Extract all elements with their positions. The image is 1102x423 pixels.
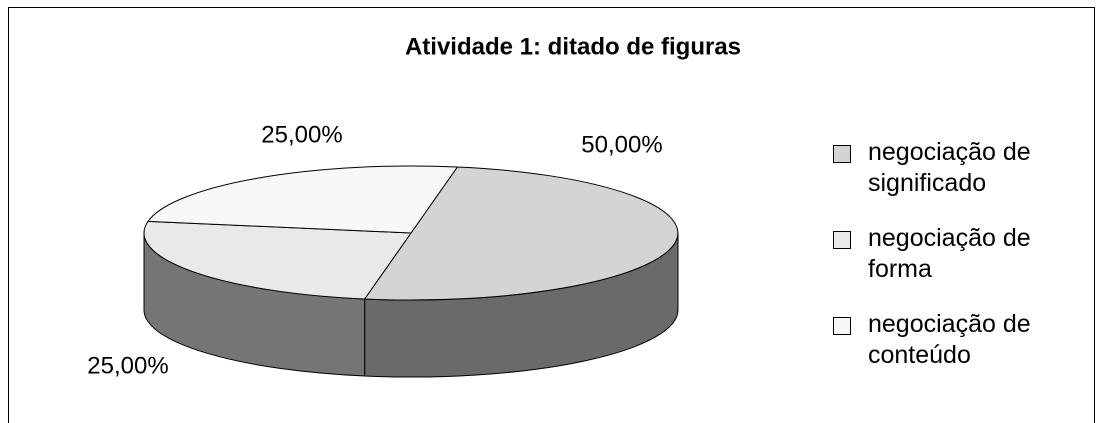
slice	[143, 220, 412, 300]
legend-label: negociação de conteúdo	[868, 310, 1031, 369]
legend-swatch	[833, 145, 851, 163]
legend-label: negociação de forma	[868, 224, 1031, 283]
legend-swatch	[833, 317, 851, 335]
slice	[147, 165, 459, 234]
slice	[363, 166, 678, 301]
data-label: 25,00%	[87, 352, 168, 379]
data-label: 25,00%	[261, 121, 342, 148]
chart-title: Atividade 1: ditado de figuras	[405, 33, 741, 60]
legend-swatch	[833, 231, 851, 249]
legend-label: negociação de significado	[868, 138, 1031, 197]
data-label: 50,00%	[581, 131, 662, 158]
